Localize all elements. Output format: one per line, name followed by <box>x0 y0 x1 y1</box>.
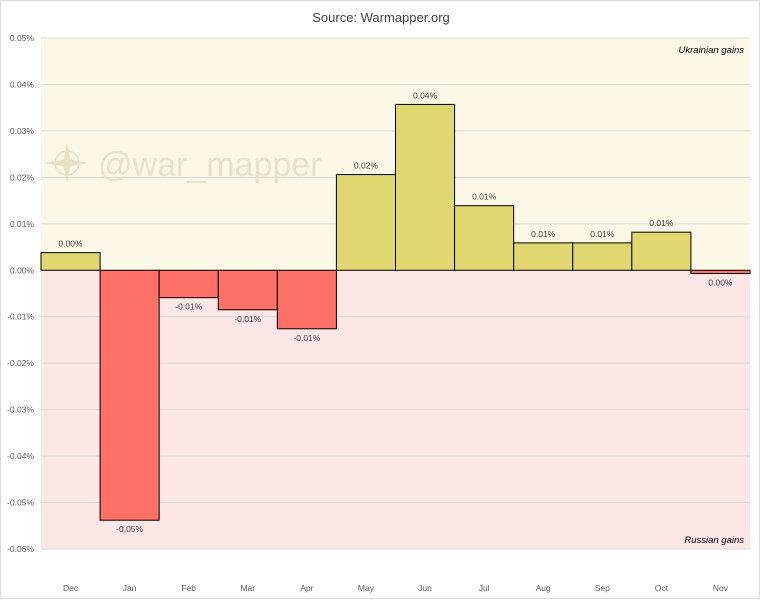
data-label: -0.01% <box>293 333 320 343</box>
watermark-text: @war_mapper <box>98 146 322 184</box>
y-tick-label: 0.04% <box>10 79 35 89</box>
bar-feb <box>158 269 219 299</box>
x-tick-label: Apr <box>300 583 313 593</box>
bar-dec <box>40 252 101 271</box>
x-tick-label: Feb <box>181 583 196 593</box>
bar-jun <box>395 103 456 271</box>
bar-aug <box>513 242 574 271</box>
x-tick-label: Aug <box>536 583 551 593</box>
y-tick-label: 0.00% <box>10 265 35 275</box>
x-axis-ticks: Dec Jan Feb Mar Apr May Jun Jul Aug Sep Oct Nov <box>63 583 729 593</box>
y-tick-label: 0.05% <box>10 33 35 43</box>
data-labels: 0.00% -0.05% -0.01% -0.01% -0.01% 0.02% 0.04% 0… <box>58 90 732 534</box>
compass-rose-icon <box>45 143 89 183</box>
x-tick-label: May <box>358 583 375 593</box>
y-tick-label: -0.04% <box>7 451 34 461</box>
watermark: @war_mapper <box>45 143 322 184</box>
x-tick-label: Sep <box>595 583 610 593</box>
bars <box>40 103 751 521</box>
y-tick-label: 0.02% <box>10 172 35 182</box>
bar-jul <box>454 205 515 271</box>
bar-may <box>335 174 396 271</box>
data-label: 0.04% <box>413 90 438 100</box>
data-label: 0.00% <box>58 239 83 249</box>
y-tick-label: 0.03% <box>10 126 35 136</box>
compass-needle-ew <box>45 159 89 167</box>
russian-gains-label: Russian gains <box>684 535 744 546</box>
bar-jan <box>99 269 160 521</box>
data-label: -0.05% <box>116 524 143 534</box>
y-tick-label: -0.05% <box>7 498 34 508</box>
x-tick-label: Jun <box>418 583 432 593</box>
bar-oct <box>631 231 692 271</box>
ukrainian-gains-label: Ukrainian gains <box>679 45 745 56</box>
y-tick-label: 0.01% <box>10 219 35 229</box>
x-tick-label: Oct <box>655 583 669 593</box>
data-label: 0.00% <box>708 278 733 288</box>
bar-nov <box>690 269 751 275</box>
chart-title: Source: Warmapper.org <box>312 10 450 25</box>
data-label: 0.01% <box>649 218 674 228</box>
x-tick-label: Jul <box>479 583 490 593</box>
x-tick-label: Mar <box>240 583 255 593</box>
data-label: 0.01% <box>472 192 497 202</box>
data-label: 0.01% <box>590 229 615 239</box>
y-tick-label: -0.06% <box>7 544 34 554</box>
x-tick-label: Dec <box>63 583 79 593</box>
y-tick-label: -0.01% <box>7 312 34 322</box>
bar-apr <box>276 269 337 330</box>
data-label: -0.01% <box>175 302 202 312</box>
bar-sep <box>572 242 633 271</box>
y-tick-label: -0.03% <box>7 405 34 415</box>
bar-mar <box>217 269 278 311</box>
x-tick-label: Jan <box>123 583 137 593</box>
data-label: 0.01% <box>531 229 556 239</box>
x-tick-label: Nov <box>713 583 729 593</box>
y-axis-ticks: 0.05% 0.04% 0.03% 0.02% 0.01% 0.00% -0.01% -0.0… <box>7 33 34 554</box>
y-tick-label: -0.02% <box>7 358 34 368</box>
data-label: 0.02% <box>354 161 379 171</box>
data-label: -0.01% <box>234 314 261 324</box>
